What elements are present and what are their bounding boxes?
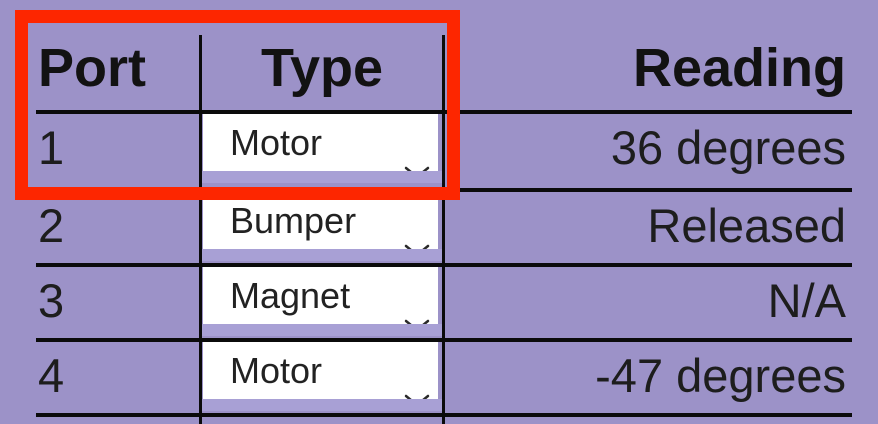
type-select-port-2[interactable]: Bumper [203, 192, 438, 256]
type-select-port-1[interactable]: Motor [203, 114, 438, 178]
type-select-port-3[interactable]: Magnet [203, 267, 438, 331]
reading-value: Released [647, 199, 846, 252]
row-divider-line [36, 338, 852, 342]
row-divider-line [36, 263, 852, 267]
port-number: 4 [38, 349, 65, 402]
type-select-value: Bumper [230, 200, 357, 241]
select-shadow [202, 171, 442, 183]
port-row-2: 2 Bumper Released [36, 192, 852, 268]
port-column-header: Port [38, 38, 146, 98]
reading-value: N/A [767, 274, 846, 327]
select-shadow [202, 399, 442, 411]
reading-value: -47 degrees [595, 349, 846, 402]
type-select-port-4[interactable]: Motor [203, 342, 438, 406]
port-number: 1 [38, 121, 65, 174]
select-shadow [202, 249, 442, 261]
port-row-3: 3 Magnet N/A [36, 267, 852, 343]
type-select-value: Magnet [230, 275, 351, 316]
header-divider-line [36, 110, 852, 114]
chevron-down-icon [404, 136, 430, 178]
table-header-row: Port Type Reading [36, 28, 852, 108]
type-column-header: Type [260, 38, 384, 98]
chevron-down-icon [404, 214, 430, 256]
reading-column-header: Reading [632, 38, 846, 98]
type-select-value: Motor [230, 350, 323, 391]
port-row-1: 1 Motor 36 degrees [36, 114, 852, 190]
port-row-4: 4 Motor -47 degrees [36, 342, 852, 418]
column-divider-port-type [199, 35, 202, 424]
port-number: 3 [38, 274, 65, 327]
reading-value: 36 degrees [610, 121, 846, 174]
column-divider-type-reading [442, 35, 445, 424]
chevron-down-icon [404, 289, 430, 331]
select-shadow [202, 324, 442, 336]
port-number: 2 [38, 199, 65, 252]
type-select-value: Motor [230, 122, 323, 163]
row-divider-line [36, 413, 852, 417]
chevron-down-icon [404, 364, 430, 406]
